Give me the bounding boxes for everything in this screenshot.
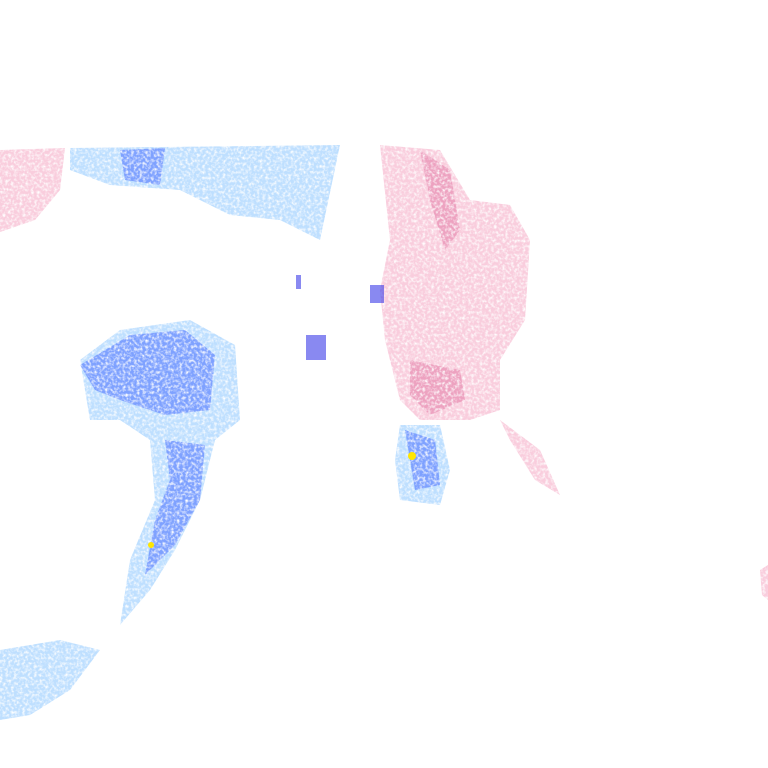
mix-area-northwest: [0, 148, 65, 232]
mix-band: [420, 150, 460, 250]
mix-core: [410, 360, 465, 415]
snow-med-band: [145, 440, 205, 575]
mix-area-northeast: [380, 145, 530, 420]
extreme-cell-west: [148, 542, 154, 548]
speckle-echo: [370, 285, 384, 303]
snow-med-north: [120, 148, 165, 185]
snow-area-southwest: [0, 640, 100, 720]
extreme-cell-central: [408, 452, 416, 460]
mix-area-far-east: [760, 565, 768, 600]
snow-area-north: [70, 145, 340, 240]
mix-area-east: [500, 420, 560, 495]
snow-med-central: [405, 430, 440, 490]
snow-med-main: [80, 330, 215, 415]
mixed-precip-region: [0, 145, 768, 720]
speckle-echo: [306, 335, 326, 360]
speckle-echo: [296, 275, 301, 289]
